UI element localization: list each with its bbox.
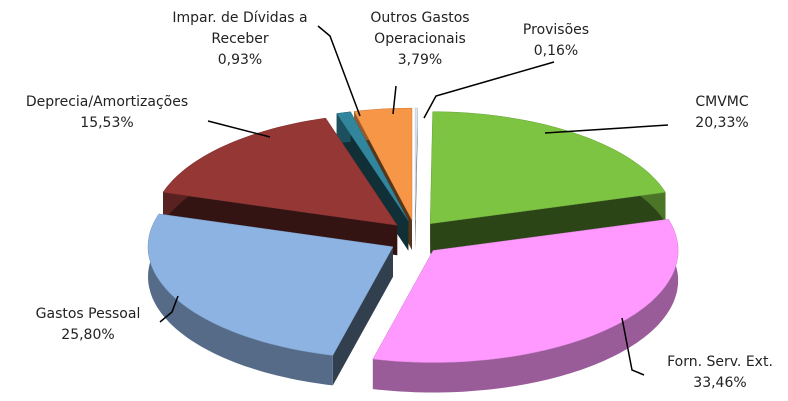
slice-label: Deprecia/Amortizações 15,53% — [0, 92, 217, 134]
slice-side — [372, 219, 679, 393]
leader-line — [207, 120, 271, 138]
slice — [429, 111, 666, 224]
category-name: Deprecia/Amortizações — [25, 94, 189, 110]
leader-line — [621, 317, 645, 376]
category-name: Outros Gastos Operacionais — [370, 10, 470, 47]
slice-side — [430, 192, 666, 254]
value-label: 25,80% — [61, 327, 115, 343]
category-name: Forn. Serv. Ext. — [667, 354, 773, 370]
leader-line — [392, 85, 397, 115]
category-name: Impar. de Dívidas a Receber — [172, 10, 308, 47]
slice — [147, 213, 394, 356]
slice-side — [148, 213, 333, 386]
slice — [353, 107, 413, 221]
slice — [372, 218, 679, 363]
slice — [336, 111, 409, 221]
slice-label: Impar. de Dívidas a Receber 0,93% — [160, 8, 320, 71]
slice-label: Gastos Pessoal 25,80% — [8, 304, 168, 346]
value-label: 0,16% — [533, 43, 579, 59]
leader-line — [544, 124, 669, 134]
slice-label: CMVMC 20,33% — [662, 92, 782, 134]
category-name: Gastos Pessoal — [35, 306, 141, 322]
slice-label: Provisões 0,16% — [516, 20, 596, 62]
value-label: 0,93% — [217, 52, 263, 68]
leader-line — [317, 25, 361, 117]
leader-line — [423, 61, 555, 119]
value-label: 3,79% — [397, 52, 443, 68]
leader-line — [159, 295, 179, 323]
slice — [414, 107, 418, 221]
slice — [162, 117, 398, 226]
category-name: Provisões — [522, 22, 590, 38]
leader-lines — [159, 25, 669, 376]
value-label: 33,46% — [693, 375, 747, 391]
value-label: 15,53% — [80, 115, 134, 131]
slice-side — [332, 246, 393, 386]
slice-label: Outros Gastos Operacionais 3,79% — [355, 8, 485, 71]
value-label: 20,33% — [695, 115, 749, 131]
category-name: CMVMC — [695, 94, 749, 110]
slice-label: Forn. Serv. Ext. 33,46% — [640, 352, 788, 394]
